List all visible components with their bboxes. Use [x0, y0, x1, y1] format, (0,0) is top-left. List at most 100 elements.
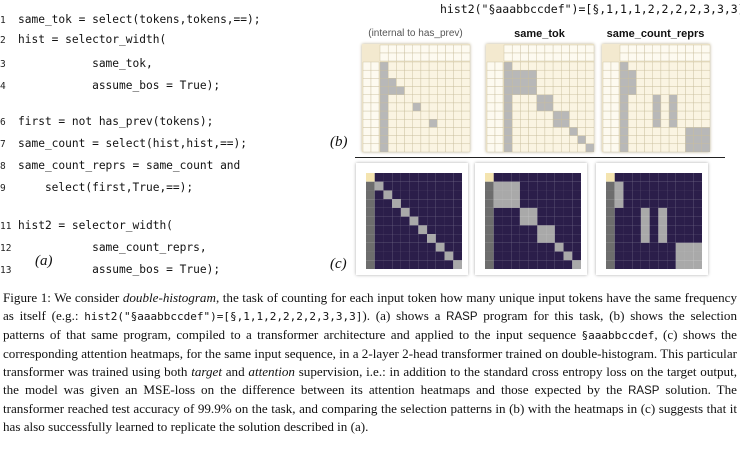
grid-cell [693, 190, 702, 200]
grid-cell [660, 86, 670, 95]
grid-cell [511, 52, 521, 62]
grid-cell [627, 44, 637, 54]
grid-cell [685, 78, 694, 87]
grid-cell [461, 94, 470, 104]
grid-cell [437, 110, 446, 120]
grid-cell [610, 135, 620, 145]
code-text: select(first,True,==); [18, 181, 194, 194]
grid-cell [383, 173, 393, 182]
grid-cell [585, 52, 594, 62]
grid-cell [362, 135, 372, 145]
grid-cell [677, 110, 686, 120]
code-line: 9 select(first,True,==); [0, 178, 193, 198]
grid-cell [614, 234, 624, 243]
grid-cell [610, 86, 620, 95]
grid-cell [486, 110, 496, 120]
grid-cell [546, 190, 555, 200]
grid-cell [528, 216, 538, 226]
grid-cell [418, 242, 428, 252]
grid-cell [614, 242, 624, 252]
grid-cell [585, 69, 594, 79]
grid-cell [585, 94, 594, 104]
grid-cell [362, 110, 372, 120]
caption-emphasis: target [191, 364, 222, 379]
grid-cell [623, 216, 633, 226]
grid-cell [614, 207, 624, 217]
grid-cell [701, 119, 710, 128]
grid-cell [636, 119, 645, 128]
grid-cell [412, 94, 422, 104]
grid-cell [563, 260, 573, 269]
grid-cell [563, 251, 573, 261]
grid-cell [445, 44, 454, 54]
grid-cell [396, 127, 405, 136]
attention-heatmap-1 [356, 163, 468, 275]
grid-cell [619, 86, 629, 95]
grid-cell [554, 181, 564, 191]
figure-caption: Figure 1: We consider double-histogram, … [3, 289, 737, 436]
grid-cell [392, 260, 401, 269]
grid-cell [374, 173, 384, 182]
grid-cell [520, 143, 529, 152]
grid-cell [383, 234, 393, 243]
grid-cell [400, 207, 410, 217]
grid-cell [701, 94, 710, 104]
line-number: 1 [0, 15, 6, 26]
selection-panel-title: same_tok [514, 28, 565, 40]
grid-cell [537, 199, 547, 208]
grid-cell [493, 242, 503, 252]
grid-cell [660, 127, 670, 136]
grid-cell [652, 69, 662, 79]
grid-cell [511, 94, 521, 104]
grid-cell [502, 234, 512, 243]
grid-cell [494, 143, 504, 152]
grid-cell [569, 102, 578, 112]
grid-cell [379, 143, 389, 152]
grid-cell [649, 207, 659, 217]
grid-cell [536, 110, 546, 120]
grid-cell [668, 127, 678, 136]
grid-cell [444, 173, 454, 182]
grid-cell [437, 102, 446, 112]
grid-cell [585, 119, 594, 128]
grid-cell [519, 199, 529, 208]
grid-cell [636, 44, 645, 54]
code-text: same_count_reprs, [18, 241, 207, 254]
grid-cell [536, 69, 546, 79]
grid-cell [387, 110, 397, 120]
grid-cell [701, 143, 710, 152]
grid-cell [577, 61, 587, 71]
grid-cell [546, 207, 555, 217]
grid-cell [537, 225, 547, 235]
grid-cell [677, 119, 686, 128]
grid-cell [383, 199, 393, 208]
grid-cell [667, 234, 676, 243]
grid-cell [528, 94, 537, 104]
grid-cell [404, 110, 413, 120]
grid-cell [366, 225, 375, 235]
grid-cell [602, 127, 612, 136]
grid-cell [658, 242, 668, 252]
grid-cell [420, 102, 430, 112]
grid-cell [684, 242, 694, 252]
grid-cell [554, 216, 564, 226]
grid-cell [409, 260, 419, 269]
grid-cell [577, 127, 587, 136]
grid-cell [396, 102, 405, 112]
grid-cell [387, 52, 397, 62]
grid-cell [519, 190, 529, 200]
grid-cell [528, 225, 538, 235]
grid-cell [366, 234, 375, 243]
grid-cell [561, 52, 570, 62]
grid-cell [453, 44, 463, 54]
grid-cell [404, 94, 413, 104]
grid-cell [602, 86, 612, 95]
grid-cell [684, 207, 694, 217]
grid-cell [632, 234, 641, 243]
grid-cell [577, 110, 587, 120]
grid-cell [577, 69, 587, 79]
grid-cell [379, 127, 389, 136]
grid-cell [572, 181, 581, 191]
grid-cell [536, 143, 546, 152]
grid-cell [561, 69, 570, 79]
